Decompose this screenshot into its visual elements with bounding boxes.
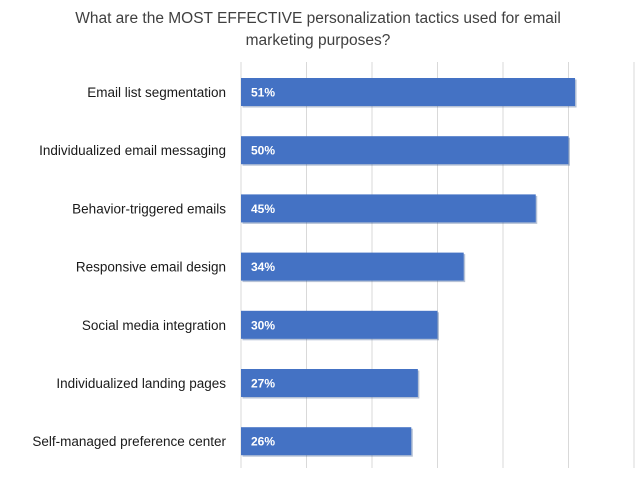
category-label: Social media integration	[82, 318, 226, 333]
bar	[241, 252, 464, 281]
value-label: 51%	[251, 86, 275, 100]
gridlines	[240, 62, 635, 468]
category-label: Responsive email design	[76, 260, 226, 275]
bar	[241, 427, 412, 456]
category-label: Email list segmentation	[87, 85, 226, 100]
category-label: Individualized email messaging	[39, 143, 226, 158]
category-label: Behavior-triggered emails	[72, 201, 226, 216]
bar	[241, 194, 536, 223]
bar	[241, 369, 418, 397]
bar	[241, 136, 569, 165]
value-label: 50%	[251, 144, 275, 158]
category-label: Individualized landing pages	[56, 376, 226, 391]
value-labels: 51% 50% 45% 34% 30% 27% 26%	[251, 86, 275, 449]
category-label: Self-managed preference center	[32, 434, 226, 449]
chart-title-line-1: What are the MOST EFFECTIVE personalizat…	[75, 10, 561, 27]
bar	[241, 78, 576, 106]
value-label: 27%	[251, 377, 275, 391]
value-label: 30%	[251, 318, 275, 332]
bars	[241, 78, 577, 457]
bar	[241, 310, 438, 339]
value-label: 34%	[251, 260, 275, 274]
chart-title-line-2: marketing purposes?	[245, 32, 391, 49]
chart-title: What are the MOST EFFECTIVE personalizat…	[0, 8, 636, 52]
value-label: 45%	[251, 202, 275, 216]
value-label: 26%	[251, 435, 275, 449]
category-labels: Email list segmentation Individualized em…	[32, 85, 226, 449]
